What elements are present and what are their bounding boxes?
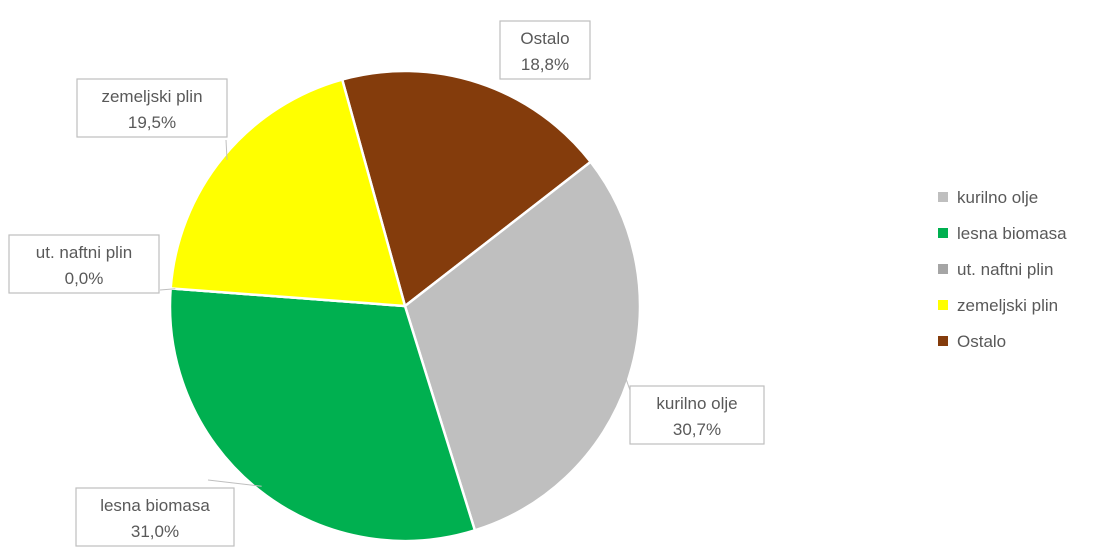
callout-ostalo: Ostalo 18,8% [499, 20, 591, 80]
callout-zemeljski-plin: zemeljski plin 19,5% [76, 78, 228, 138]
slice-kurilno-olje [403, 160, 642, 532]
legend-label: zemeljski plin [957, 296, 1058, 315]
legend-item-ut-naftni-plin: ut. naftni plin [938, 260, 1053, 279]
legend-item-ostalo: Ostalo [938, 332, 1006, 351]
callout-box [499, 20, 591, 80]
callout-value: 31,0% [131, 522, 179, 541]
legend-item-lesna-biomasa: lesna biomasa [938, 224, 1067, 243]
callout-label: lesna biomasa [100, 496, 210, 515]
leader-zemeljski-plin [225, 139, 228, 160]
callout-value: 30,7% [673, 420, 721, 439]
legend-swatch [938, 300, 948, 310]
callout-value: 0,0% [65, 269, 104, 288]
legend-item-zemeljski-plin: zemeljski plin [938, 296, 1058, 315]
legend-swatch [938, 336, 948, 346]
callout-label: kurilno olje [656, 394, 737, 413]
legend-swatch [938, 228, 948, 238]
callout-box [8, 234, 160, 294]
legend-label: ut. naftni plin [957, 260, 1053, 279]
callout-label: ut. naftni plin [36, 243, 132, 262]
callout-leaders [159, 139, 633, 487]
callout-box [629, 385, 765, 445]
legend-label: kurilno olje [957, 188, 1038, 207]
slice-zemeljski-plin [169, 78, 407, 308]
legend-label: Ostalo [957, 332, 1006, 351]
legend-swatch [938, 264, 948, 274]
callout-value: 19,5% [128, 113, 176, 132]
legend: kurilno olje lesna biomasa ut. naftni plin… [938, 188, 1067, 351]
data-callouts: Ostalo 18,8% kurilno olje 30,7% lesna biomas… [8, 20, 765, 547]
legend-swatch [938, 192, 948, 202]
callout-lesna-biomasa: lesna biomasa 31,0% [75, 487, 235, 547]
legend-label: lesna biomasa [957, 224, 1067, 243]
callout-value: 18,8% [521, 55, 569, 74]
callout-label: Ostalo [520, 29, 569, 48]
leader-lesna-biomasa [207, 479, 262, 487]
slice-ostalo [340, 69, 592, 308]
pie-slices [168, 69, 642, 543]
callout-box [76, 78, 228, 138]
slice-lesna-biomasa [168, 287, 477, 543]
legend-item-kurilno-olje: kurilno olje [938, 188, 1038, 207]
callout-box [75, 487, 235, 547]
leader-ut-naftni-plin [159, 288, 176, 291]
callout-ut-naftni-plin: ut. naftni plin 0,0% [8, 234, 160, 294]
callout-kurilno-olje: kurilno olje 30,7% [629, 385, 765, 445]
callout-label: zemeljski plin [101, 87, 202, 106]
